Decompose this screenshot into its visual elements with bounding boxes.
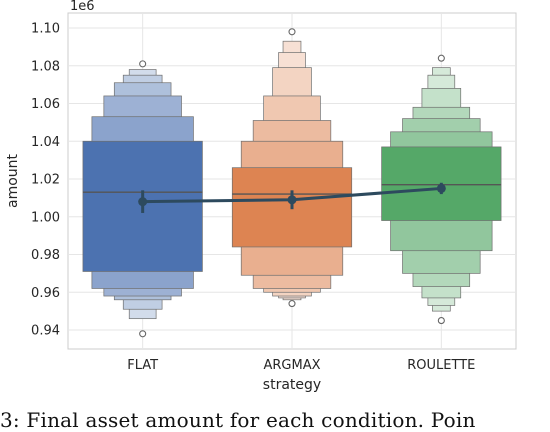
y-scale-label: 1e6: [70, 0, 95, 14]
outlier-point: [139, 60, 147, 68]
figure-caption: 3: Final asset amount for each condition…: [0, 408, 476, 432]
x-tick-label: ARGMAX: [263, 358, 320, 373]
outlier-point: [437, 317, 445, 325]
mean-line-group: [138, 182, 446, 213]
outlier-point: [288, 28, 296, 36]
y-tick-label: 0.96: [31, 286, 60, 301]
y-tick-label: 0.94: [31, 324, 60, 339]
x-tick-label: FLAT: [127, 358, 158, 373]
y-tick-label: 1.02: [31, 173, 60, 188]
mean-point: [287, 195, 297, 205]
outlier-point: [437, 54, 445, 62]
y-tick-label: 1.06: [31, 97, 60, 112]
mean-point: [436, 183, 446, 193]
y-tick-label: 1.08: [31, 59, 60, 74]
mean-point: [138, 197, 148, 207]
outlier-point: [139, 330, 147, 338]
boxen-boxes: [82, 28, 502, 338]
y-tick-label: 1.10: [31, 22, 60, 37]
y-tick-label: 0.98: [31, 248, 60, 263]
x-axis-label: strategy: [263, 377, 321, 393]
y-tick-label: 1.04: [31, 135, 60, 150]
y-axis-label: amount: [5, 153, 21, 208]
y-tick-labels: 0.94 0.96 0.98 1.00 1.02 1.04 1.06 1.08 1.10: [31, 22, 60, 339]
x-tick-label: ROULETTE: [407, 358, 475, 373]
y-tick-label: 1.00: [31, 210, 60, 225]
boxen-chart: 0.94 0.96 0.98 1.00 1.02 1.04 1.06 1.08 1.10 FLA…: [5, 0, 517, 393]
outlier-point: [288, 300, 296, 308]
x-tick-labels: FLAT ARGMAX ROULETTE: [127, 358, 475, 373]
